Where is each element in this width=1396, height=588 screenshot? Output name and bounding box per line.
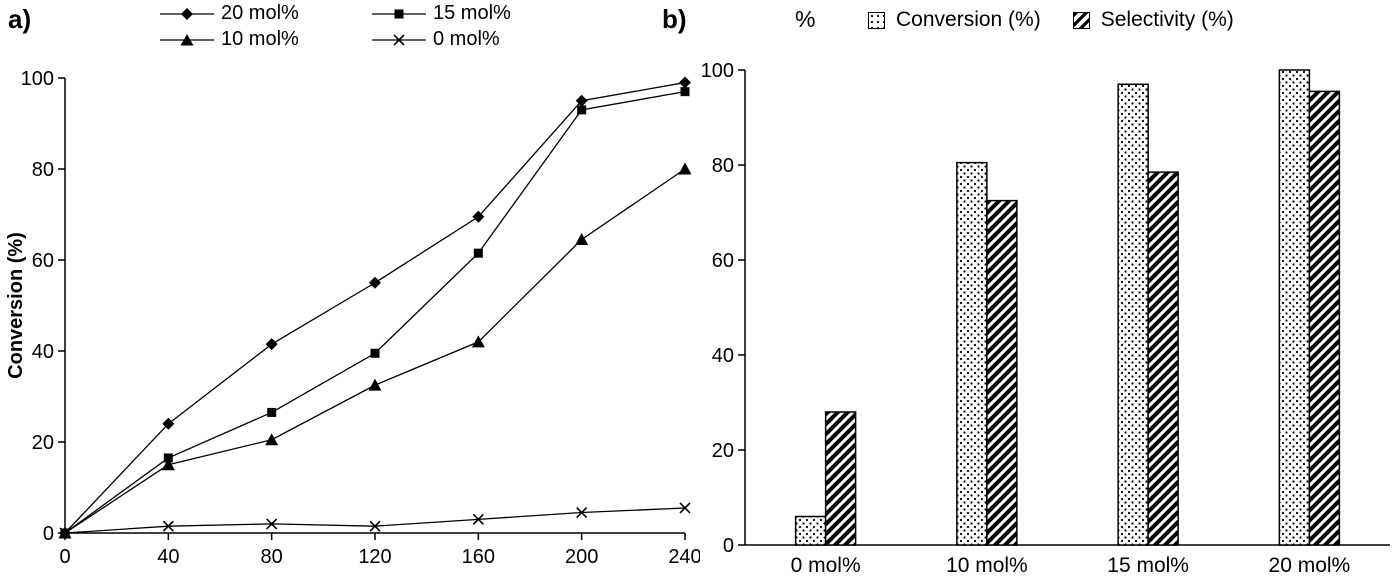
y-tick-label: 80 [32,159,54,181]
square-marker [267,407,277,417]
bar-conversion [794,515,827,546]
hatched-pattern-swatch-icon [1072,11,1090,29]
bar-conversion [1278,69,1311,546]
legend-item-10mol: 10 mol% [158,28,370,51]
square-marker [163,453,173,463]
triangle-marker [471,335,485,348]
bar-conversion [1117,83,1149,546]
legend-panel-b: Conversion (%) Selectivity (%) [868,8,1234,32]
legend-label-selectivity: Selectivity (%) [1100,8,1234,31]
triangle-marker [161,458,175,471]
square-marker [680,87,690,97]
bar-selectivity [1308,90,1341,546]
series-line-x [64,507,686,534]
diamond-marker [679,76,691,89]
x-tick-label: 80 [261,546,283,568]
y-tick-label: 0 [723,535,734,557]
panel-a-label: a) [8,4,32,34]
legend-panel-a: 20 mol% 15 mol% 10 mol% 0 mol% [158,2,511,51]
legend-label-10mol: 10 mol% [221,28,299,50]
x-marker [679,502,691,514]
x-tick-label: 40 [157,546,179,568]
legend-item-15mol: 15 mol% [370,2,511,25]
x-tick-label: 120 [358,546,391,568]
triangle-marker [265,433,279,446]
y-tick-label: 40 [32,341,54,363]
x-tick-label: 200 [565,546,598,568]
legend-item-0mol: 0 mol% [370,28,511,51]
x-tick-label: 160 [462,546,495,568]
diamond-marker [472,210,485,223]
square-marker [577,105,587,115]
bar-chart-conversion-selectivity: 0 20 40 60 80 100 0 mol% 10 mol% 15 mol% 20 mol% [701,60,1390,577]
bar-conversion [956,161,988,546]
triangle-marker [368,378,382,391]
y-tick-label: 100 [701,60,734,82]
legend-item-conversion: Conversion (%) [868,8,1041,32]
x-marker [576,506,588,519]
dotted-pattern-swatch-icon [868,11,885,29]
category-label: 15 mol% [1107,554,1189,577]
x-marker [59,527,71,539]
category-label: 20 mol% [1269,554,1351,577]
y-tick-label: 20 [32,432,54,454]
x-tick-label: 240 [668,546,700,568]
y-tick-label: 0 [43,523,54,545]
square-marker [473,248,483,258]
legend-item-20mol: 20 mol% [158,2,370,25]
diamond-marker [369,276,381,289]
category-label: 0 mol% [791,554,861,577]
diamond-marker [575,94,588,107]
panel-b-label: b) [662,4,687,34]
x-marker [369,520,381,532]
legend-item-selectivity: Selectivity (%) [1072,8,1234,32]
y-tick-label: 100 [21,68,54,90]
square-marker [370,348,380,358]
panel-b-y-axis-title: % [795,6,816,32]
x-marker [162,520,174,532]
square-line-marker-icon [372,9,426,18]
series-line-square [64,91,686,534]
legend-label-20mol: 20 mol% [221,2,299,24]
triangle-marker [678,162,692,175]
legend-label-0mol: 0 mol% [433,28,500,50]
y-tick-label: 80 [712,155,734,177]
triangle-marker [575,233,589,246]
bar-selectivity [1147,171,1179,546]
x-tick-label: 0 [59,546,70,568]
legend-label-conversion: Conversion (%) [896,8,1041,31]
y-tick-label: 40 [712,345,734,367]
diamond-marker [265,338,278,351]
x-marker [266,518,278,530]
y-tick-label: 60 [712,250,734,272]
legend-label-15mol: 15 mol% [433,2,511,24]
x-marker [472,513,484,525]
y-axis-title: Conversion (%) [5,232,27,379]
diamond-line-marker-icon [160,7,214,20]
y-tick-label: 20 [712,440,734,462]
triangle-line-marker-icon [160,33,214,45]
x-line-marker-icon [372,33,426,46]
diamond-marker [162,417,175,430]
bar-selectivity [986,199,1018,546]
line-chart-conversion-vs-time: 0 20 40 60 80 100 0 40 80 120 160 200 240 Conversion … [5,68,700,568]
category-label: 10 mol% [946,554,1028,577]
y-tick-label: 60 [32,250,54,272]
bar-selectivity [824,411,857,546]
